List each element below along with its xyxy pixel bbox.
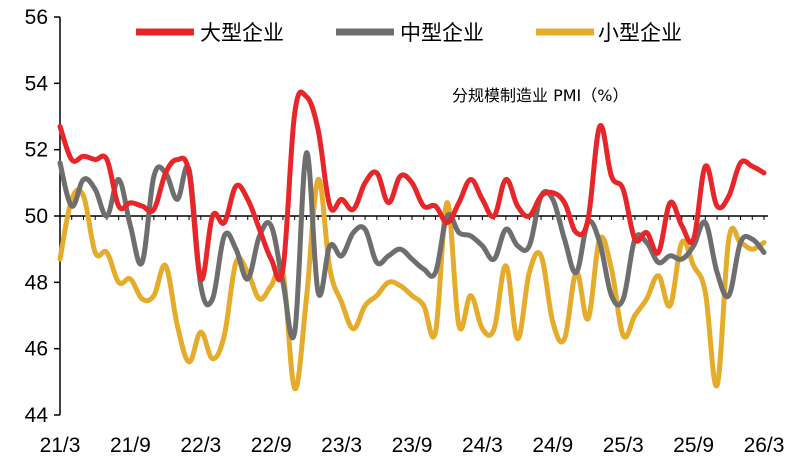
x-tick-label: 25/9	[673, 434, 714, 457]
legend: 大型企业 中型企业 小型企业	[136, 21, 682, 45]
x-tick-label: 21/9	[110, 434, 151, 457]
x-tick-label: 26/3	[744, 434, 785, 457]
y-axis: 44 46 48 50 52 54 56	[25, 6, 61, 427]
y-tick-label: 48	[25, 271, 48, 294]
x-tick-label: 23/3	[321, 434, 362, 457]
reference-line-50	[59, 215, 768, 220]
x-tick-label: 21/3	[40, 434, 81, 457]
y-tick-label: 54	[25, 72, 49, 95]
series-line-small	[57, 176, 767, 392]
x-tick-label: 24/3	[462, 434, 503, 457]
series-lines	[57, 89, 767, 392]
y-tick-label: 46	[25, 338, 48, 361]
x-tick-label: 22/3	[180, 434, 221, 457]
legend-label: 大型企业	[200, 21, 284, 45]
legend-label: 中型企业	[400, 21, 484, 45]
x-tick-label: 23/9	[392, 434, 433, 457]
x-tick-label: 22/9	[251, 434, 292, 457]
chart-annotation: 分规模制造业 PMI（%）	[452, 86, 628, 105]
x-tick-label: 24/9	[532, 434, 573, 457]
y-tick-label: 56	[25, 6, 48, 29]
y-tick-label: 50	[25, 205, 48, 228]
y-tick-label: 52	[25, 139, 48, 162]
y-tick-label: 44	[25, 404, 49, 427]
legend-label: 小型企业	[598, 21, 682, 45]
x-tick-label: 25/3	[603, 434, 644, 457]
x-axis: 21/3 21/9 22/3 22/9 23/3 23/9 24/3 24/9 25/3 25/9…	[40, 434, 785, 457]
series-line-large	[57, 89, 767, 283]
